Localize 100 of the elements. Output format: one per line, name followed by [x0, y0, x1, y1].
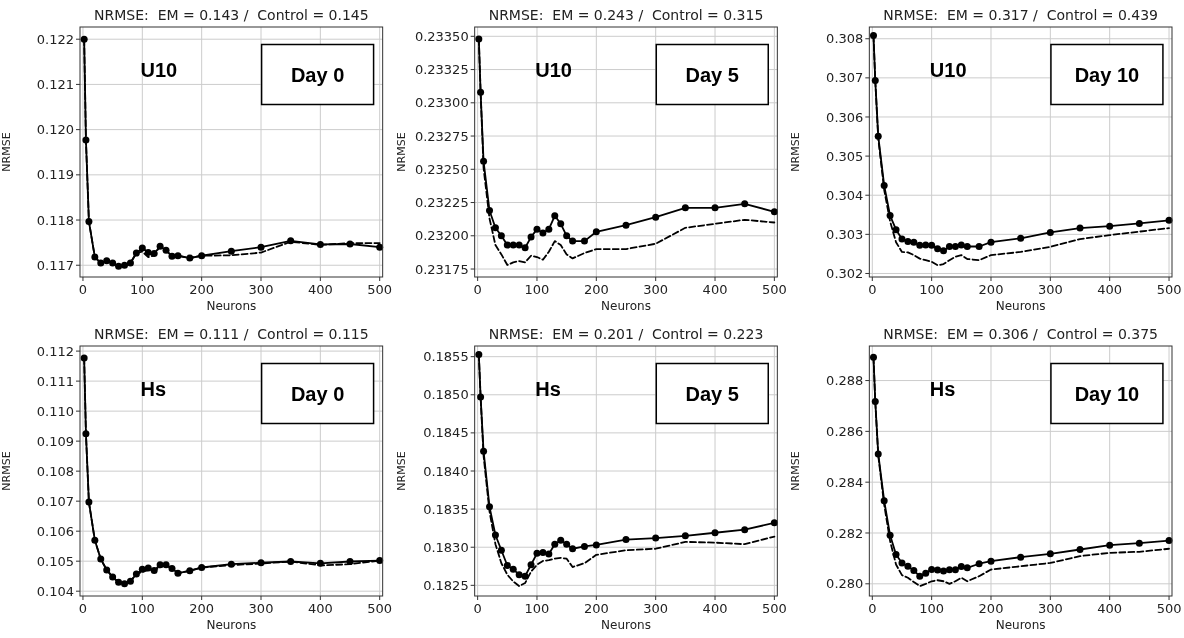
y-tick-label: 0.110 — [36, 403, 74, 419]
point — [563, 232, 571, 240]
point — [503, 562, 511, 570]
x-axis-title: Neurons — [206, 618, 257, 632]
y-tick-label: 0.23300 — [414, 95, 469, 111]
y-axis-title: NRMSE — [789, 132, 803, 172]
point — [1106, 222, 1114, 230]
point — [945, 566, 953, 574]
annotation: Hs — [929, 378, 956, 400]
y-tick-label: 0.117 — [36, 257, 74, 273]
point — [910, 238, 918, 246]
y-tick-label: 0.1825 — [423, 577, 469, 593]
point — [509, 565, 517, 573]
x-tick-label: 400 — [702, 282, 728, 297]
x-tick-label: 300 — [643, 601, 669, 616]
chart-title: NRMSE: EM = 0.111 / Control = 0.115 — [94, 326, 369, 342]
x-tick-label: 400 — [307, 282, 333, 297]
x-tick-label: 100 — [919, 601, 945, 616]
point — [563, 540, 571, 548]
point — [652, 213, 660, 221]
point — [945, 242, 953, 250]
x-tick-label: 0 — [473, 282, 482, 297]
point — [539, 229, 547, 237]
annotation: Day 0 — [290, 63, 345, 86]
point — [770, 208, 778, 216]
point — [928, 566, 936, 574]
x-tick-label: 500 — [761, 601, 787, 616]
point — [491, 224, 499, 232]
x-tick-label: 0 — [78, 601, 88, 616]
y-tick-label: 0.1830 — [423, 539, 469, 555]
x-tick-label: 500 — [761, 282, 787, 297]
point — [869, 32, 877, 40]
annotation: Hs — [140, 378, 167, 400]
point — [1017, 553, 1025, 561]
point — [545, 225, 553, 233]
point — [892, 226, 900, 234]
point — [963, 242, 971, 250]
point — [910, 567, 918, 575]
annotation: Day 0 — [290, 382, 345, 405]
point — [681, 532, 689, 540]
point — [527, 561, 535, 569]
annotation: Hs — [535, 378, 561, 400]
y-tick-label: 0.23250 — [414, 161, 469, 177]
point — [497, 232, 505, 240]
annotation: Day 5 — [685, 63, 739, 86]
y-tick-label: 0.23275 — [414, 128, 469, 144]
point — [934, 566, 942, 574]
point — [515, 241, 523, 249]
point — [916, 241, 924, 249]
x-tick-label: 100 — [129, 282, 155, 297]
x-tick-label: 400 — [702, 601, 728, 616]
point — [741, 200, 749, 208]
point — [951, 566, 959, 574]
y-tick-label: 0.308 — [826, 31, 864, 47]
y-axis-title: NRMSE — [0, 132, 13, 172]
point — [1076, 224, 1084, 232]
chart-title: NRMSE: EM = 0.317 / Control = 0.439 — [883, 7, 1158, 23]
point — [987, 238, 995, 246]
y-axis-title: NRMSE — [394, 132, 408, 172]
annotation: Day 10 — [1074, 63, 1140, 86]
point — [904, 562, 912, 570]
x-tick-label: 400 — [1097, 282, 1123, 297]
x-tick-label: 500 — [367, 282, 393, 297]
annotation: U10 — [535, 59, 572, 81]
point — [503, 241, 511, 249]
point — [928, 241, 936, 249]
y-tick-label: 0.23225 — [414, 195, 469, 211]
chart-title: NRMSE: EM = 0.201 / Control = 0.223 — [488, 326, 764, 342]
y-tick-label: 0.105 — [36, 553, 74, 569]
annotation: U10 — [140, 59, 178, 81]
y-tick-label: 0.282 — [826, 525, 864, 541]
x-tick-label: 0 — [473, 601, 482, 616]
point — [951, 242, 959, 250]
x-tick-label: 500 — [1156, 601, 1182, 616]
x-tick-label: 400 — [307, 601, 333, 616]
point — [940, 247, 948, 255]
y-tick-label: 0.118 — [36, 212, 74, 228]
y-tick-label: 0.23200 — [414, 228, 469, 244]
point — [376, 243, 384, 251]
x-tick-label: 100 — [524, 282, 550, 297]
point — [1046, 550, 1054, 558]
y-tick-label: 0.23325 — [414, 62, 469, 78]
x-tick-label: 0 — [78, 282, 88, 297]
point — [527, 233, 535, 241]
point — [963, 564, 971, 572]
y-tick-label: 0.284 — [826, 474, 864, 490]
point — [987, 557, 995, 565]
x-tick-label: 100 — [524, 601, 550, 616]
point — [557, 220, 565, 228]
y-tick-label: 0.23175 — [414, 261, 469, 277]
y-tick-label: 0.23350 — [414, 28, 469, 44]
annotation: Day 10 — [1074, 382, 1140, 405]
y-axis-title: NRMSE — [789, 451, 803, 491]
point — [592, 228, 600, 236]
point — [592, 541, 600, 549]
y-tick-label: 0.120 — [36, 122, 74, 138]
point — [1017, 234, 1025, 242]
x-tick-label: 300 — [248, 282, 274, 297]
x-axis-title: Neurons — [995, 299, 1046, 313]
point — [545, 550, 553, 558]
